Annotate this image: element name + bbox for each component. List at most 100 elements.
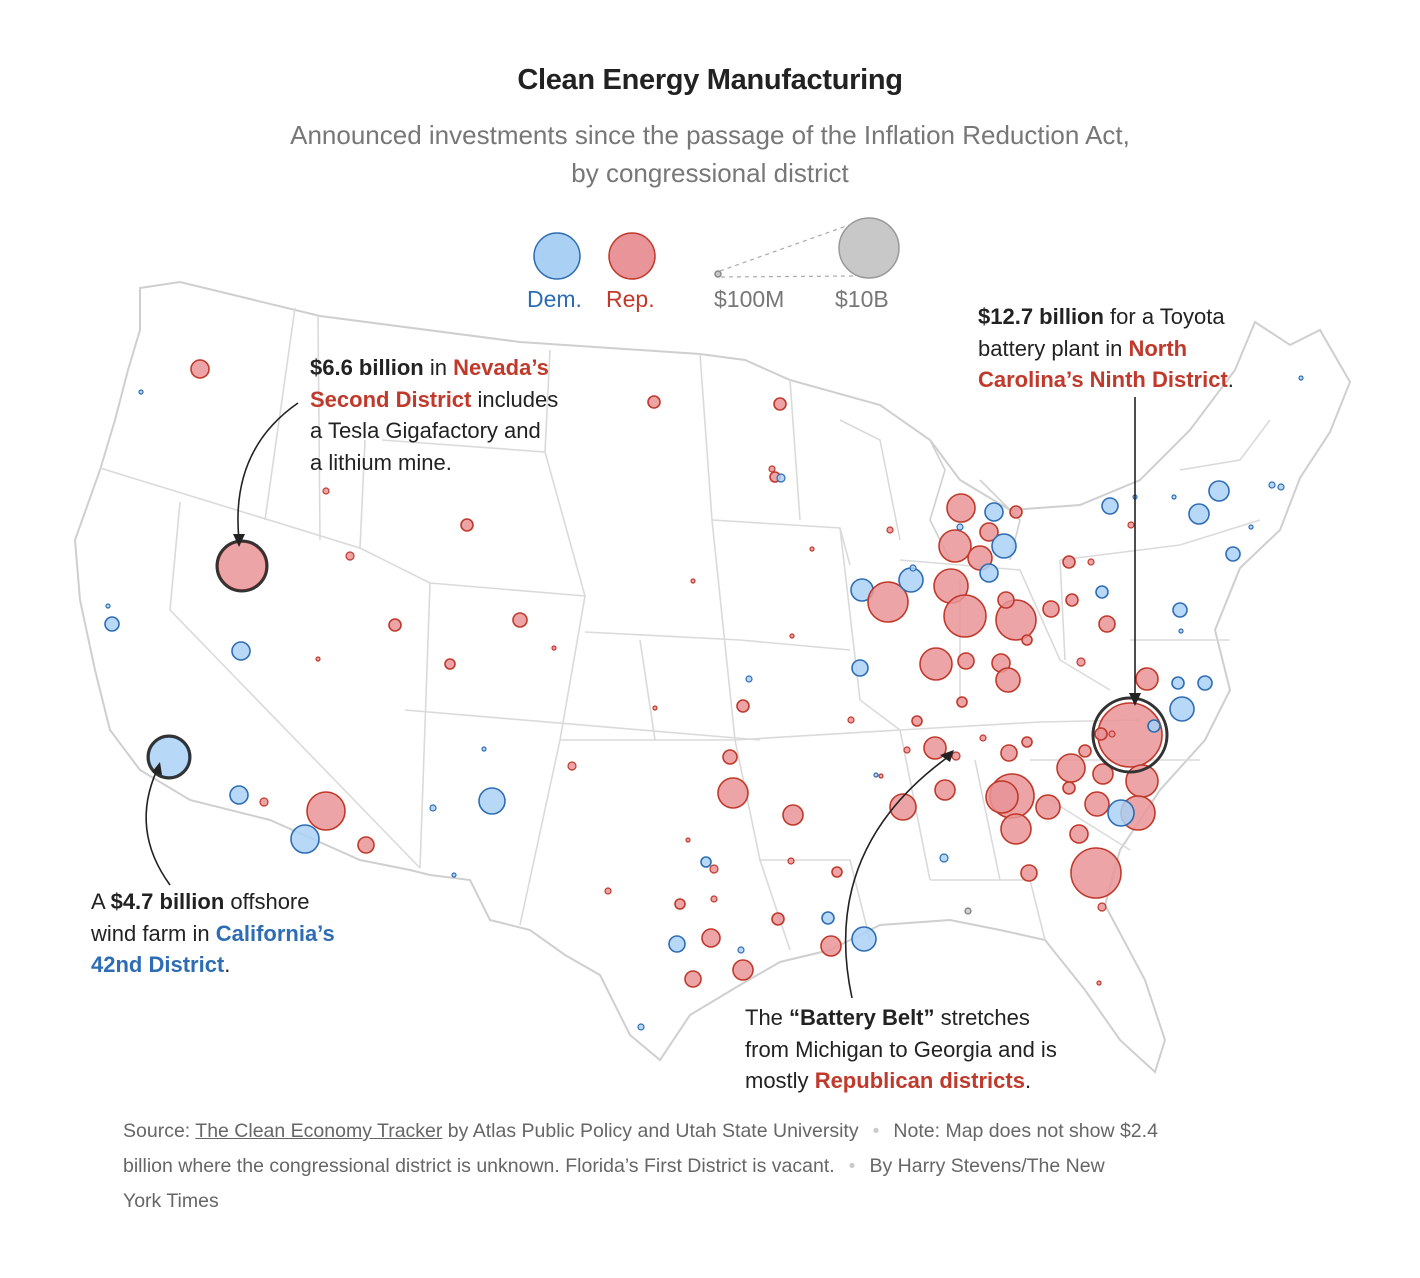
investment-bubble-rep: [1000, 813, 1032, 845]
investment-bubble-rep: [995, 667, 1021, 693]
investment-bubble-dem: [979, 563, 999, 583]
investment-bubble-dem: [231, 641, 251, 661]
north-carolina-highlight-ring: [1091, 696, 1169, 774]
investment-bubble-dem: [1197, 675, 1213, 691]
investment-bubble-dem: [991, 533, 1017, 559]
nevada-amount: $6.6 billion: [310, 355, 424, 380]
north-carolina-annotation: $12.7 billion for a Toyota battery plant…: [978, 304, 1234, 392]
investment-bubble-rep: [956, 696, 968, 708]
legend-dem-label: Dem.: [527, 286, 582, 312]
investment-bubble-rep: [306, 791, 346, 831]
california-annotation: A $4.7 billion offshore wind farm in Cal…: [91, 889, 335, 977]
investment-bubble-rep: [1070, 847, 1122, 899]
investment-bubble-dem: [105, 603, 111, 609]
investment-bubble-rep: [787, 857, 795, 865]
investment-bubble-rep: [604, 887, 612, 895]
investment-bubble-dem: [821, 911, 835, 925]
investment-bubble-dem: [851, 659, 869, 677]
investment-bubble-dem: [1171, 676, 1185, 690]
investment-bubble-rep: [674, 898, 686, 910]
investment-bubble-rep: [722, 749, 738, 765]
investment-bubble-rep: [1000, 744, 1018, 762]
investment-bubble-dem: [290, 824, 320, 854]
investment-bubble-rep: [1069, 824, 1089, 844]
california-district-link: 42nd District: [91, 952, 225, 977]
investment-bubble-rep: [551, 645, 557, 651]
investment-bubble-rep: [768, 465, 776, 473]
nevada-arrow-head: [233, 534, 245, 547]
investment-bubble-rep: [782, 804, 804, 826]
source-link[interactable]: The Clean Economy Tracker: [195, 1120, 443, 1142]
battery-belt-annotation: The “Battery Belt” stretches from Michig…: [745, 1005, 1057, 1093]
arrow-heads: [152, 534, 1141, 775]
investment-bubble-rep: [878, 773, 884, 779]
investment-bubble-rep: [997, 591, 1015, 609]
california-arrow-head: [152, 762, 162, 775]
investment-bubble-rep: [652, 705, 658, 711]
investment-bubble-dem: [745, 675, 753, 683]
legend-dem-circle: [533, 232, 581, 280]
legend-size-min-circle: [714, 270, 722, 278]
north-carolina-amount: $12.7 billion: [978, 304, 1104, 329]
legend-rep-circle: [608, 232, 656, 280]
investment-bubble-rep: [985, 780, 1019, 814]
annotation-arrows: [145, 397, 1136, 999]
investment-bubble-rep: [1084, 791, 1110, 817]
investment-bubble-dem: [481, 746, 487, 752]
investment-bubble-rep: [684, 970, 702, 988]
investment-bubble-rep: [1021, 634, 1033, 646]
north-carolina-district-link: Carolina’s Ninth District: [978, 367, 1228, 392]
investment-bubble-dem: [956, 523, 964, 531]
north-carolina-arrow-head: [1129, 693, 1141, 706]
subtitle-line-1: Announced investments since the passage …: [290, 120, 1130, 150]
investment-bubble-rep: [1076, 657, 1086, 667]
investment-bubble-rep: [1062, 555, 1076, 569]
investment-bubble-rep: [957, 652, 975, 670]
investment-bubble-rep: [1042, 600, 1060, 618]
investment-bubble-dem: [1095, 585, 1109, 599]
investment-bubble-rep: [771, 912, 785, 926]
investment-bubble-dem: [429, 804, 437, 812]
investment-bubble-dem: [776, 473, 786, 483]
investment-bubble-dem: [478, 787, 506, 815]
investment-bubble-rep: [1092, 763, 1114, 785]
investment-bubble-rep: [911, 715, 923, 727]
investment-bubble-dem: [637, 1023, 645, 1031]
legend-rep-label: Rep.: [606, 286, 655, 312]
separator-dot: •: [872, 1120, 880, 1142]
republican-districts-link: Republican districts: [814, 1068, 1025, 1093]
investment-bubble-rep: [847, 716, 855, 724]
investment-bubble-rep: [979, 522, 999, 542]
investment-bubble-dem: [1277, 483, 1285, 491]
investment-bubble-rep: [943, 594, 987, 638]
investment-bubble-dem: [229, 785, 249, 805]
investment-bubble-rep: [322, 487, 330, 495]
investment-bubble-rep: [732, 959, 754, 981]
investment-bubble-rep: [1035, 794, 1061, 820]
nevada-highlight-ring: [215, 539, 269, 593]
investment-bubble-dem: [898, 567, 924, 593]
investment-bubble-rep: [1020, 864, 1038, 882]
investment-bubble-rep: [701, 928, 721, 948]
legend-size-max-label: $10B: [835, 286, 889, 312]
investment-bubble-rep: [867, 581, 909, 623]
investment-bubble-rep: [886, 526, 894, 534]
investment-bubble-dem: [939, 853, 949, 863]
investment-bubble-rep: [809, 546, 815, 552]
nevada-district-link: Nevada’s: [453, 355, 549, 380]
investment-bubble-rep: [789, 633, 795, 639]
investment-bubble-rep: [946, 493, 976, 523]
california-arrow: [145, 769, 171, 886]
battery-belt-arrow: [844, 756, 949, 999]
investment-bubble-rep: [1009, 505, 1023, 519]
investment-bubble-rep: [1065, 593, 1079, 607]
investment-bubble-rep: [647, 395, 661, 409]
investment-bubble-dem: [451, 872, 457, 878]
investment-bubble-rep: [923, 736, 947, 760]
page-title: Clean Energy Manufacturing: [517, 64, 903, 96]
investment-bubble-rep: [685, 837, 691, 843]
subtitle-line-2: by congressional district: [571, 158, 849, 188]
california-highlight-ring: [146, 734, 192, 780]
nevada-arrow: [237, 402, 299, 541]
